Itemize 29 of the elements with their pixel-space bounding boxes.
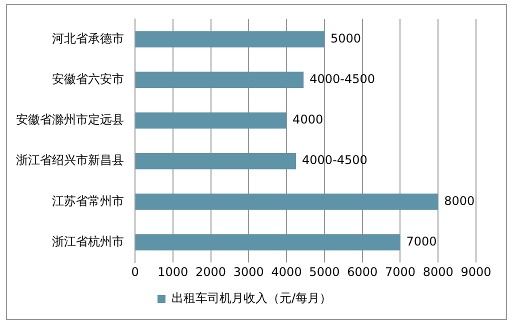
x-tick-label: 4000	[271, 264, 302, 279]
bar	[136, 152, 296, 170]
bar	[136, 234, 400, 250]
x-tick-label: 3000	[233, 264, 264, 279]
x-tick-label: 8000	[422, 264, 454, 279]
data-label: 4000-4500	[310, 72, 376, 86]
x-tick-label: 1000	[158, 264, 188, 279]
x-tick-label: 0	[131, 264, 139, 279]
data-label: 7000	[406, 234, 437, 248]
x-tick-label: 9000	[460, 264, 492, 279]
bar	[136, 112, 287, 129]
x-tick-label: 7000	[384, 264, 416, 279]
bar	[136, 194, 438, 210]
y-tick-label: 安徽省滁州市定远县	[16, 112, 124, 127]
bar	[136, 31, 324, 48]
y-tick-label: 浙江省杭州市	[52, 234, 124, 248]
data-label: 5000	[330, 31, 361, 46]
legend-label: 出租车司机月收入（元/每月）	[171, 291, 332, 306]
y-tick-label: 浙江省绍兴市新昌县	[16, 153, 124, 168]
x-tick-label: 5000	[309, 264, 340, 279]
bar	[136, 72, 304, 88]
data-label: 4000-4500	[302, 153, 368, 168]
y-tick-label: 江苏省常州市	[52, 194, 124, 208]
y-tick-label: 安徽省六安市	[52, 72, 124, 86]
y-tick-label: 河北省承德市	[52, 31, 124, 46]
x-tick-label: 2000	[196, 264, 226, 279]
x-tick-label: 6000	[347, 264, 378, 279]
data-label: 4000	[292, 112, 324, 127]
data-label: 8000	[444, 194, 475, 208]
